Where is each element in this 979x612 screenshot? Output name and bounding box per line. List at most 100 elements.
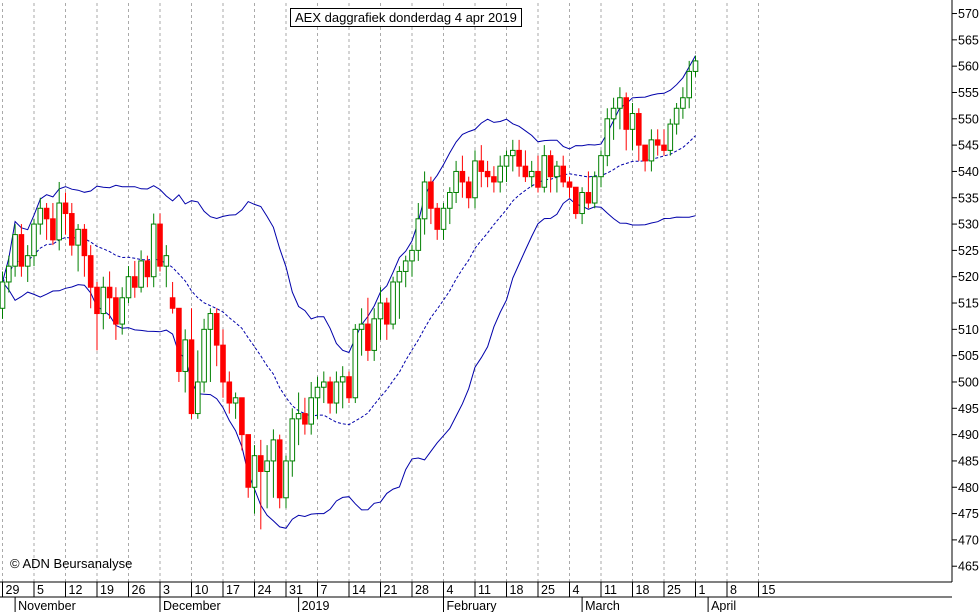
candle-body xyxy=(43,207,50,220)
candle xyxy=(629,103,636,151)
candle-body xyxy=(692,60,699,72)
candle-body xyxy=(358,323,365,330)
candle-body xyxy=(220,344,226,383)
x-tick-label: 3 xyxy=(163,583,170,597)
candle xyxy=(579,187,585,225)
candle-body xyxy=(585,191,592,204)
candle xyxy=(150,213,157,288)
x-axis: 29 5 12 19 26 3 10 17 24 31 7 14 21 28 4 11 18 25 4 11 18 25 1… xyxy=(0,581,952,612)
candle xyxy=(421,171,428,235)
candle xyxy=(491,166,497,193)
y-tick-label: 500 xyxy=(958,375,979,389)
upper-band-line xyxy=(2,55,696,354)
x-tick-label: 4 xyxy=(447,583,454,597)
candle xyxy=(87,245,94,309)
candle xyxy=(554,160,560,193)
copyright-notice: © ADN Beursanalyse xyxy=(10,556,133,571)
candle-body xyxy=(0,281,6,309)
candle-body xyxy=(132,276,138,288)
candle-body xyxy=(667,123,674,151)
candle-body xyxy=(6,265,12,283)
x-tick-label: 18 xyxy=(636,583,650,597)
candle-body xyxy=(396,270,403,283)
candle xyxy=(119,287,126,335)
chart-title: AEX daggrafiek donderdag 4 apr 2019 xyxy=(290,8,522,27)
x-tick-label: 8 xyxy=(730,583,737,597)
candle xyxy=(188,308,195,419)
candle-body xyxy=(478,160,485,172)
candle xyxy=(497,155,503,193)
candle xyxy=(163,245,170,288)
candle-body xyxy=(686,70,693,99)
y-tick-label: 505 xyxy=(958,349,979,363)
candle xyxy=(213,308,220,367)
y-tick-label: 515 xyxy=(958,297,979,311)
y-tick-label: 555 xyxy=(958,86,979,100)
x-tick-label: 19 xyxy=(100,583,114,597)
candle-body xyxy=(113,297,119,325)
x-tick-label: 21 xyxy=(384,583,398,597)
candle xyxy=(447,187,453,225)
candle-body xyxy=(547,155,554,178)
candle xyxy=(636,108,642,161)
candle xyxy=(365,297,371,361)
candle xyxy=(642,144,648,172)
candle xyxy=(478,145,485,188)
candle-body xyxy=(62,202,69,215)
candle-body xyxy=(377,302,384,320)
month-label: March xyxy=(585,599,620,612)
candle-body xyxy=(623,97,630,130)
candle xyxy=(390,276,396,330)
candle xyxy=(239,397,245,451)
candle-body xyxy=(535,170,541,188)
y-tick-label: 560 xyxy=(958,60,979,74)
candle-body xyxy=(195,381,201,415)
candle xyxy=(333,371,340,414)
candle xyxy=(100,276,107,330)
candle-body xyxy=(484,170,491,178)
candle-body xyxy=(276,439,283,499)
x-tick-label: 15 xyxy=(762,583,776,597)
candle xyxy=(472,150,478,209)
candle-body xyxy=(24,255,31,267)
candle-body xyxy=(314,386,321,399)
candle-body xyxy=(308,397,314,425)
month-label: November xyxy=(18,599,76,612)
candle xyxy=(195,350,201,419)
candle-body xyxy=(144,260,151,278)
month-label: December xyxy=(163,599,221,612)
candle-body xyxy=(648,139,655,162)
candle xyxy=(270,429,277,498)
candle xyxy=(566,176,573,198)
candle xyxy=(415,203,422,261)
candle-body xyxy=(157,223,163,267)
candle-body xyxy=(69,213,75,246)
candle-body xyxy=(365,323,371,351)
candle xyxy=(434,203,440,240)
candle xyxy=(69,203,75,256)
candle-body xyxy=(283,460,289,499)
candle-body xyxy=(258,455,264,472)
candle xyxy=(321,371,327,404)
candle xyxy=(591,171,598,209)
candle xyxy=(459,155,466,198)
x-tick-label: 12 xyxy=(69,583,83,597)
candle-body xyxy=(12,234,18,267)
y-tick-label: 475 xyxy=(958,507,979,521)
candle xyxy=(384,297,390,340)
y-tick-label: 495 xyxy=(958,402,979,416)
candle xyxy=(24,245,31,282)
candle xyxy=(692,55,699,77)
candle-body xyxy=(289,418,296,462)
y-tick-label: 510 xyxy=(958,323,979,337)
candle-body xyxy=(339,376,346,383)
y-tick-label: 470 xyxy=(958,533,979,547)
candle-body xyxy=(182,339,188,372)
candle-body xyxy=(302,413,308,425)
candle-body xyxy=(447,191,453,209)
candle-body xyxy=(421,181,428,220)
candle-body xyxy=(566,181,573,188)
candle xyxy=(617,87,623,130)
y-tick-label: 535 xyxy=(958,191,979,205)
x-tick-label: 4 xyxy=(573,583,580,597)
